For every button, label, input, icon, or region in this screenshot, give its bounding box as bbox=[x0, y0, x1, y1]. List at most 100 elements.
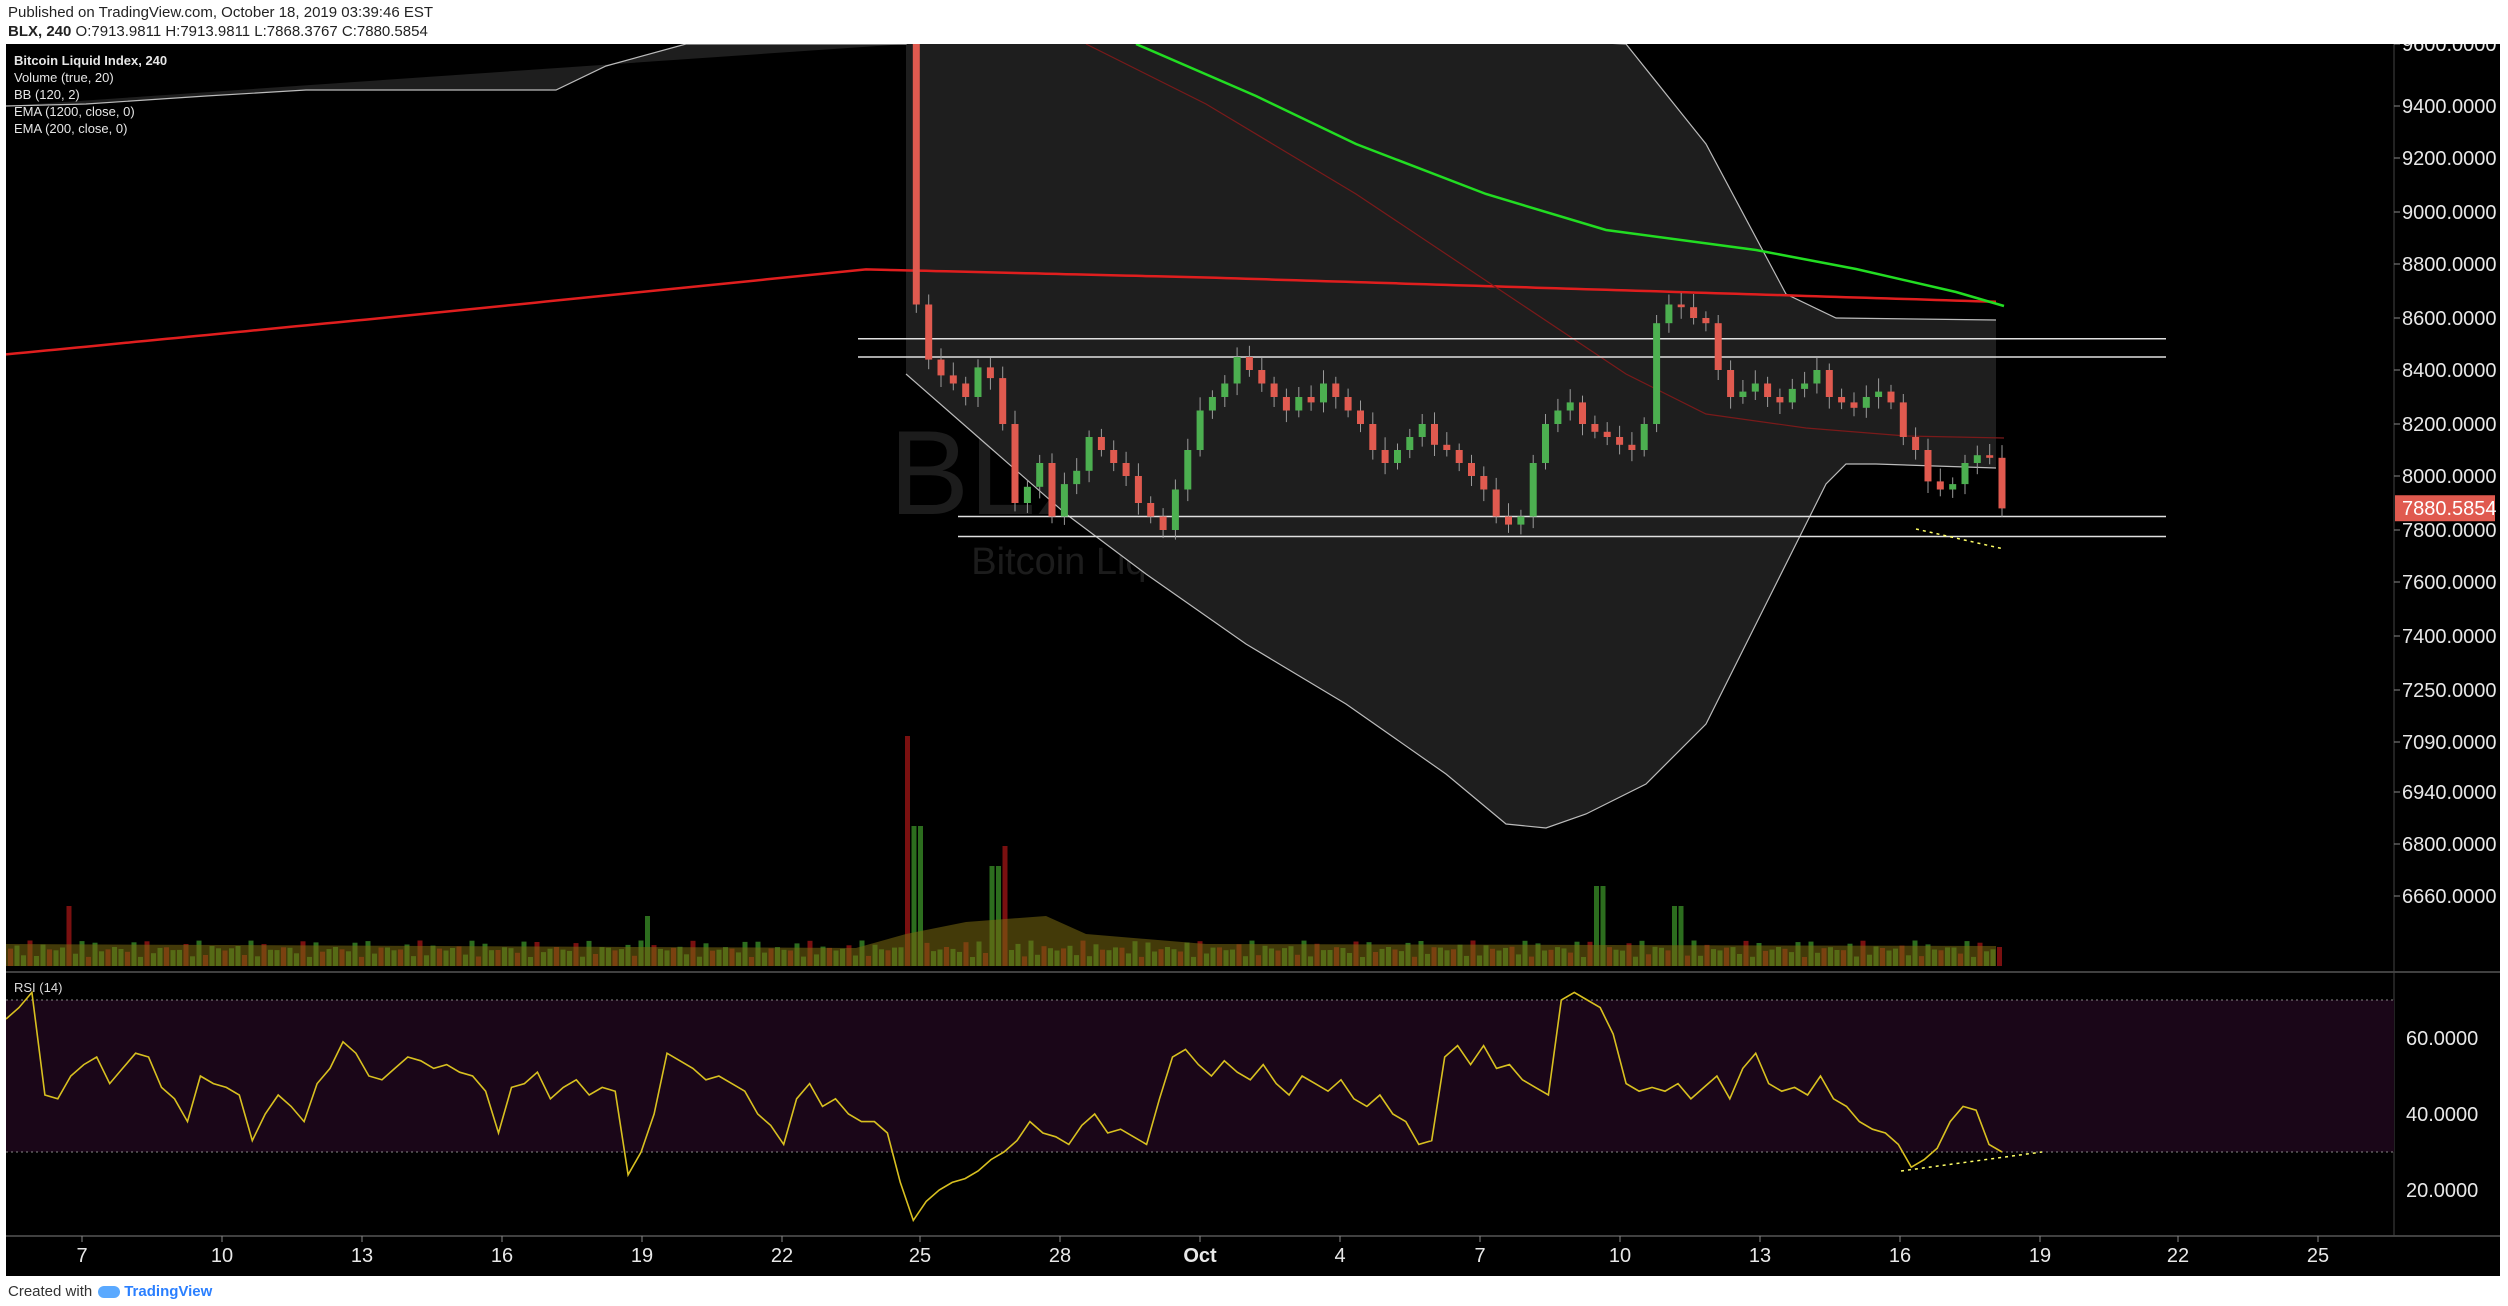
last-price-label: 7880.5854 bbox=[2402, 498, 2497, 520]
candle-body bbox=[1801, 383, 1809, 389]
candle-body bbox=[1776, 397, 1784, 403]
price-tick-label: 8200.0000 bbox=[2402, 414, 2497, 436]
price-tick-label: 7250.0000 bbox=[2402, 680, 2497, 702]
candle-body bbox=[1320, 383, 1327, 403]
tradingview-brand[interactable]: TradingView bbox=[124, 1283, 213, 1300]
candle-body bbox=[1357, 410, 1364, 424]
legend-volume[interactable]: Volume (true, 20) bbox=[14, 70, 114, 85]
volume-bar bbox=[1672, 906, 1677, 966]
chart-area[interactable]: BLX, 240Bitcoin Liquid IndexRSI (14)9600… bbox=[6, 44, 2500, 1276]
indicator-legend: Bitcoin Liquid Index, 240 Volume (true, … bbox=[14, 52, 167, 137]
candle-body bbox=[1332, 383, 1340, 397]
candle-body bbox=[1764, 383, 1772, 397]
volume-bar bbox=[905, 736, 910, 966]
candle-body bbox=[1011, 424, 1019, 503]
candle-body bbox=[1307, 397, 1315, 403]
rsi-line bbox=[6, 990, 2003, 1223]
volume-bar bbox=[1002, 846, 1008, 966]
candle-body bbox=[1912, 437, 1920, 450]
x-tick-label: 7 bbox=[76, 1245, 87, 1267]
candle-body bbox=[1110, 450, 1118, 463]
candle-body bbox=[1208, 397, 1216, 411]
x-tick-label: 16 bbox=[491, 1245, 513, 1267]
candle-body bbox=[1171, 489, 1179, 530]
price-tick-label: 6800.0000 bbox=[2402, 834, 2497, 856]
candle-body bbox=[1936, 481, 1944, 490]
candle-body bbox=[1690, 307, 1698, 318]
publish-header: Published on TradingView.com, October 18… bbox=[0, 0, 2508, 44]
legend-ema200[interactable]: EMA (200, close, 0) bbox=[14, 121, 128, 136]
candle-body bbox=[1233, 357, 1241, 384]
x-tick-label: 7 bbox=[1474, 1245, 1485, 1267]
candle-body bbox=[1147, 503, 1155, 517]
candle-body bbox=[1505, 516, 1512, 525]
x-tick-label: 19 bbox=[631, 1245, 653, 1267]
volume-bar bbox=[1678, 906, 1684, 966]
x-tick-label: Oct bbox=[1183, 1245, 1217, 1267]
candle-body bbox=[974, 367, 982, 397]
created-with: Created with TradingView bbox=[8, 1283, 212, 1300]
candle-body bbox=[1455, 450, 1463, 463]
x-tick-label: 25 bbox=[909, 1245, 931, 1267]
rsi-label: RSI (14) bbox=[14, 980, 62, 995]
candle-body bbox=[1159, 516, 1167, 530]
candle-body bbox=[1418, 424, 1426, 437]
candle-body bbox=[1579, 402, 1586, 424]
legend-title[interactable]: Bitcoin Liquid Index, 240 bbox=[14, 53, 168, 68]
x-tick-label: 19 bbox=[2029, 1245, 2051, 1267]
volume-ma-area bbox=[6, 916, 1996, 966]
candle-body bbox=[1998, 457, 2006, 509]
candle-body bbox=[1295, 397, 1303, 411]
price-tick-label: 8600.0000 bbox=[2402, 308, 2497, 330]
rsi-band bbox=[6, 1000, 2394, 1152]
candle-body bbox=[1381, 450, 1389, 463]
candle-body bbox=[1739, 391, 1747, 397]
x-tick-label: 13 bbox=[1749, 1245, 1771, 1267]
candle-body bbox=[962, 383, 970, 397]
candle-body bbox=[912, 44, 920, 305]
chart-svg[interactable]: BLX, 240Bitcoin Liquid IndexRSI (14)9600… bbox=[6, 44, 2500, 1276]
candle-body bbox=[1270, 383, 1278, 397]
candle-body bbox=[1394, 450, 1401, 463]
candle-body bbox=[937, 359, 945, 376]
candle-body bbox=[1431, 424, 1438, 445]
price-tick-label: 9600.0000 bbox=[2402, 44, 2497, 56]
volume-bar bbox=[1594, 886, 1599, 966]
candle-body bbox=[1653, 323, 1661, 424]
rsi-tick-label: 60.0000 bbox=[2406, 1028, 2478, 1050]
symbol-label: BLX, 240 bbox=[8, 23, 72, 40]
volume-bar bbox=[989, 866, 995, 966]
candle-body bbox=[1825, 370, 1833, 397]
rsi-tick-label: 40.0000 bbox=[2406, 1104, 2478, 1126]
x-tick-label: 4 bbox=[1334, 1245, 1345, 1267]
candle-body bbox=[1899, 402, 1907, 437]
candle-body bbox=[1554, 410, 1562, 424]
candle-body bbox=[1751, 383, 1759, 392]
candle-body bbox=[1591, 424, 1599, 432]
candle-body bbox=[1122, 463, 1130, 476]
candle-body bbox=[1862, 397, 1870, 408]
price-trendline bbox=[1915, 528, 2005, 550]
candles-group bbox=[912, 44, 2006, 540]
x-tick-label: 13 bbox=[351, 1245, 373, 1267]
candle-body bbox=[986, 367, 994, 379]
candle-body bbox=[1616, 437, 1624, 445]
bollinger-lower-line bbox=[905, 373, 1997, 829]
legend-bb[interactable]: BB (120, 2) bbox=[14, 87, 80, 102]
candle-body bbox=[999, 378, 1007, 424]
candle-body bbox=[1529, 463, 1537, 517]
price-tick-label: 9200.0000 bbox=[2402, 148, 2497, 170]
price-tick-label: 8400.0000 bbox=[2402, 360, 2497, 382]
symbol-ohlc: BLX, 240 O:7913.9811 H:7913.9811 L:7868.… bbox=[8, 23, 428, 40]
candle-body bbox=[1282, 397, 1290, 411]
ema200-line bbox=[6, 268, 1997, 356]
candle-body bbox=[1023, 486, 1031, 503]
volume-bar bbox=[645, 916, 650, 966]
price-tick-label: 8000.0000 bbox=[2402, 466, 2497, 488]
candle-body bbox=[1517, 516, 1525, 525]
candle-body bbox=[925, 304, 933, 360]
x-tick-label: 22 bbox=[771, 1245, 793, 1267]
x-tick-label: 28 bbox=[1049, 1245, 1071, 1267]
legend-ema1200[interactable]: EMA (1200, close, 0) bbox=[14, 104, 135, 119]
candle-body bbox=[1924, 450, 1932, 482]
